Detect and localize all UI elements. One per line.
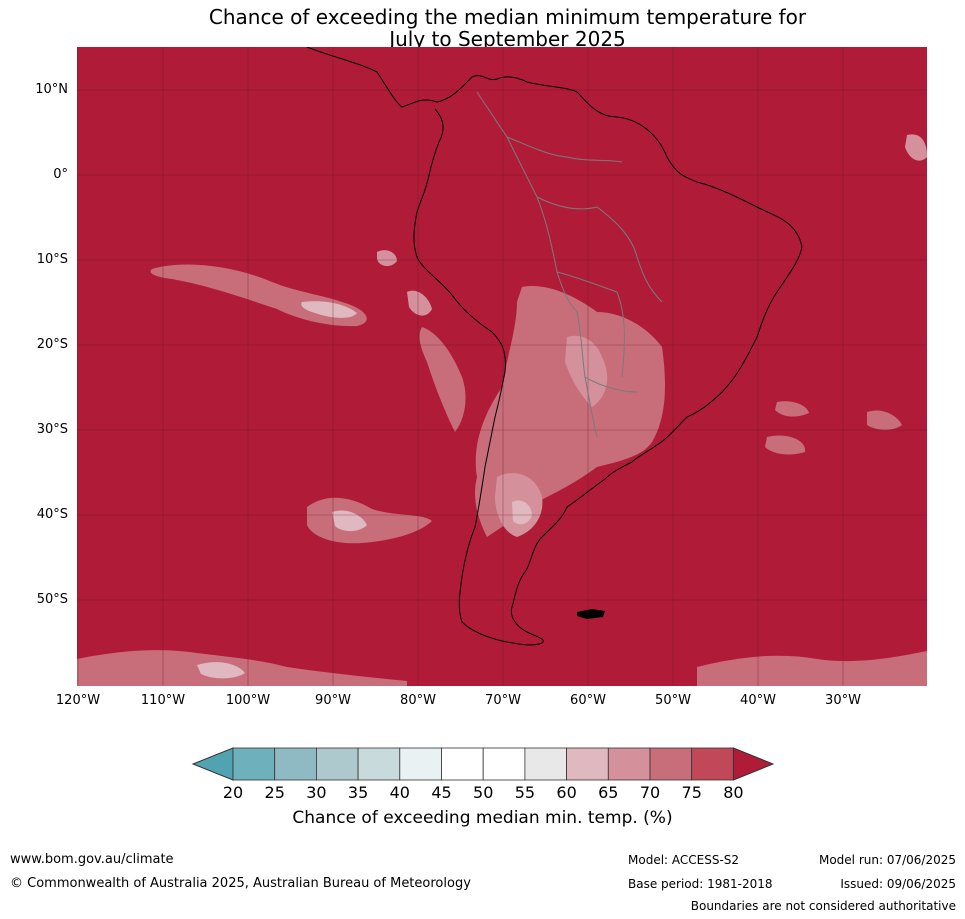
colorbar-tick-55: 55 [514,783,536,802]
colorbar-tick-20: 20 [222,783,244,802]
footer-base-period: Base period: 1981-2018 [628,877,773,891]
coastal-patch-chile [419,327,466,432]
colorbar-tick-40: 40 [389,783,410,802]
lat-label-0: 0° [53,167,68,182]
lon-label-60W: 60°W [570,693,606,708]
colorbar [191,747,775,781]
southern-ocean-band-core [197,662,245,679]
probability-map [77,47,927,686]
footer-url: www.bom.gov.au/climate [10,852,174,867]
footer-disclaimer: Boundaries are not considered authoritat… [690,899,956,913]
lat-label-30S: 30°S [36,422,68,437]
colorbar-tick-30: 30 [306,783,327,802]
lon-label-40W: 40°W [740,693,776,708]
lon-label-110W: 110°W [140,693,186,708]
pacific-patch-2-core [332,510,367,532]
colorbar-bin-20-25 [232,747,276,781]
colorbar-bin-50-55 [482,747,526,781]
footer-issued: Issued: 09/06/2025 [840,877,956,891]
southern-ocean-band [77,650,407,686]
footer-model: Model: ACCESS-S2 [628,853,740,867]
lon-label-50W: 50°W [655,693,691,708]
colorbar-bin-55-60 [524,747,567,781]
colorbar-bin-35-40 [357,747,401,781]
colorbar-tick-25: 25 [264,783,285,802]
map-background [77,47,927,686]
lon-label-90W: 90°W [315,693,351,708]
south-america-coastline [306,47,803,646]
colorbar-tick-45: 45 [431,783,452,802]
lat-label-10S: 10°S [36,252,68,267]
lon-label-30W: 30°W [825,693,861,708]
interior-lightest-region [512,500,532,525]
colorbar-bin-40-45 [399,747,442,781]
lat-label-10N: 10°N [35,82,68,97]
interior-light-region-north [565,335,608,407]
lat-label-50S: 50°S [36,592,68,607]
colorbar-bin-25-30 [274,747,317,781]
atlantic-patch-1 [867,410,902,430]
lon-label-100W: 100°W [225,693,271,708]
pacific-patch-2 [307,497,432,544]
coastal-patch-peru [407,290,432,316]
lat-label-40S: 40°S [36,507,68,522]
country-borders [476,91,663,438]
colorbar-bin-75-80 [691,747,734,781]
colorbar-tick-65: 65 [598,783,619,802]
colorbar-bin-30-35 [316,747,359,781]
colorbar-tick-70: 70 [639,783,661,802]
colorbar-tick-35: 35 [347,783,369,802]
colorbar-label: Chance of exceeding median min. temp. (%… [292,808,673,828]
atlantic-patch-2 [765,435,806,455]
atlantic-patch-3 [775,401,809,417]
lon-label-80W: 80°W [400,693,436,708]
interior-plateau-region [475,286,665,537]
falkland-islands [577,609,605,619]
colorbar-arrow-high [732,747,775,781]
colorbar-tick-80: 80 [723,783,744,802]
colorbar-bin-65-70 [607,747,651,781]
galapagos-patch [377,250,397,267]
pacific-patch-1-core [301,301,357,318]
colorbar-bin-70-75 [649,747,693,781]
graticule [77,47,927,686]
colorbar-tick-50: 50 [473,783,494,802]
footer-copyright: © Commonwealth of Australia 2025, Austra… [10,876,471,891]
colorbar-bin-45-50 [441,747,484,781]
map-title-line-2: July to September 2025 [389,27,626,51]
southern-ocean-band-east [697,651,927,686]
lon-label-120W: 120°W [55,693,101,708]
lon-label-70W: 70°W [485,693,521,708]
colorbar-bin-60-65 [566,747,609,781]
colorbar-tick-60: 60 [556,783,577,802]
atlantic-east-patch [905,134,927,161]
footer-model-run: Model run: 07/06/2025 [818,853,956,867]
colorbar-arrow-low [191,747,234,781]
colorbar-tick-75: 75 [681,783,702,802]
lat-label-20S: 20°S [36,337,68,352]
map-title-line-1: Chance of exceeding the median minimum t… [208,5,807,29]
